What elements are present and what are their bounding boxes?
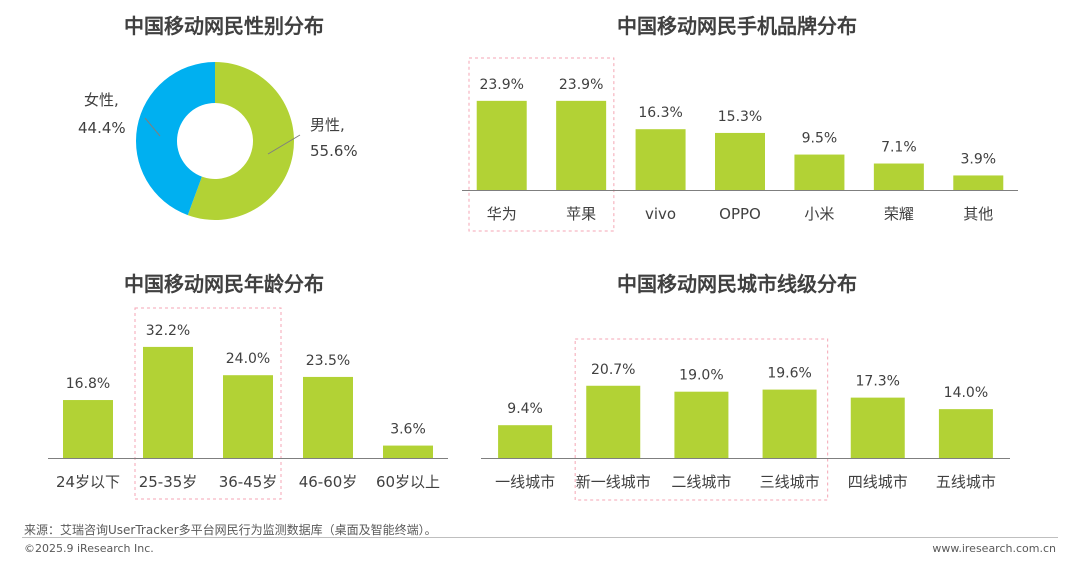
brand-bar xyxy=(556,100,607,190)
age-category-label: 60岁以上 xyxy=(376,473,440,491)
brand-value-label: 15.3% xyxy=(718,109,762,125)
brand-value-label: 7.1% xyxy=(881,140,917,156)
age-bar xyxy=(383,445,433,458)
gender-chart-title: 中国移动网民性别分布 xyxy=(124,14,324,38)
brand-category-label: 苹果 xyxy=(566,205,596,223)
female-label: 女性, xyxy=(84,91,119,109)
age-category-label: 36-45岁 xyxy=(219,473,278,491)
brand-category-label: 其他 xyxy=(963,205,993,223)
city-category-label: 二线城市 xyxy=(671,473,731,491)
brand-value-label: 23.9% xyxy=(559,77,603,93)
city-bar xyxy=(498,425,553,458)
male-label: 男性, xyxy=(310,116,345,134)
city-category-label: 三线城市 xyxy=(760,473,820,491)
city-bar xyxy=(850,397,905,458)
brand-category-label: vivo xyxy=(645,205,676,223)
age-category-label: 46-60岁 xyxy=(299,473,358,491)
brand-bar xyxy=(715,132,765,190)
male-slice xyxy=(187,62,294,220)
brand-value-label: 23.9% xyxy=(479,77,523,93)
city-value-label: 19.6% xyxy=(767,366,811,382)
age-category-label: 24岁以下 xyxy=(56,473,120,491)
female-slice xyxy=(135,62,215,216)
brand-chart-title: 中国移动网民手机品牌分布 xyxy=(617,14,857,38)
city-bar xyxy=(762,389,817,458)
age-value-label: 23.5% xyxy=(306,353,350,369)
age-bar xyxy=(303,376,353,458)
brand-category-label: 华为 xyxy=(487,205,517,223)
female-leader-line xyxy=(144,117,161,137)
city-bar xyxy=(938,409,993,458)
city-value-label: 20.7% xyxy=(591,362,635,378)
source-note: 来源：艾瑞咨询UserTracker多平台网民行为监测数据库（桌面及智能终端）。 xyxy=(24,523,437,537)
age-bar xyxy=(63,400,113,458)
footer-divider xyxy=(22,537,1058,538)
brand-value-label: 9.5% xyxy=(802,131,838,147)
copyright-text: ©2025.9 iResearch Inc. xyxy=(24,542,154,555)
male-leader-line xyxy=(267,134,301,155)
city-category-label: 四线城市 xyxy=(848,473,908,491)
website-link[interactable]: www.iresearch.com.cn xyxy=(932,542,1056,555)
city-value-label: 19.0% xyxy=(679,368,723,384)
city-bar xyxy=(674,391,729,458)
brand-category-label: 小米 xyxy=(804,205,834,223)
age-value-label: 24.0% xyxy=(226,351,270,367)
age-category-label: 25-35岁 xyxy=(139,473,198,491)
city-category-label: 新一线城市 xyxy=(576,473,651,491)
city-bar xyxy=(586,385,641,458)
city-value-label: 17.3% xyxy=(856,374,900,390)
brand-category-label: 荣耀 xyxy=(884,205,914,223)
brand-category-label: OPPO xyxy=(719,205,761,223)
city-chart-title: 中国移动网民城市线级分布 xyxy=(617,272,857,296)
brand-bar xyxy=(794,154,845,190)
female-value-label: 44.4% xyxy=(78,119,126,137)
city-category-label: 五线城市 xyxy=(936,473,996,491)
male-value-label: 55.6% xyxy=(310,142,358,160)
brand-bar xyxy=(953,175,1004,190)
age-chart-title: 中国移动网民年龄分布 xyxy=(124,272,324,296)
brand-bar xyxy=(635,129,686,190)
brand-bar xyxy=(873,163,924,190)
brand-bar xyxy=(476,100,527,190)
brand-value-label: 16.3% xyxy=(638,105,682,121)
city-category-label: 一线城市 xyxy=(495,473,555,491)
city-value-label: 14.0% xyxy=(944,385,988,401)
age-bar xyxy=(143,346,193,458)
city-value-label: 9.4% xyxy=(507,401,543,417)
age-highlight-box xyxy=(134,307,282,500)
age-value-label: 16.8% xyxy=(66,376,110,392)
brand-value-label: 3.9% xyxy=(960,151,996,167)
city-highlight-box xyxy=(574,338,829,501)
age-value-label: 3.6% xyxy=(390,422,426,438)
age-value-label: 32.2% xyxy=(146,323,190,339)
age-bar xyxy=(223,375,273,458)
brand-highlight-box xyxy=(468,57,615,232)
